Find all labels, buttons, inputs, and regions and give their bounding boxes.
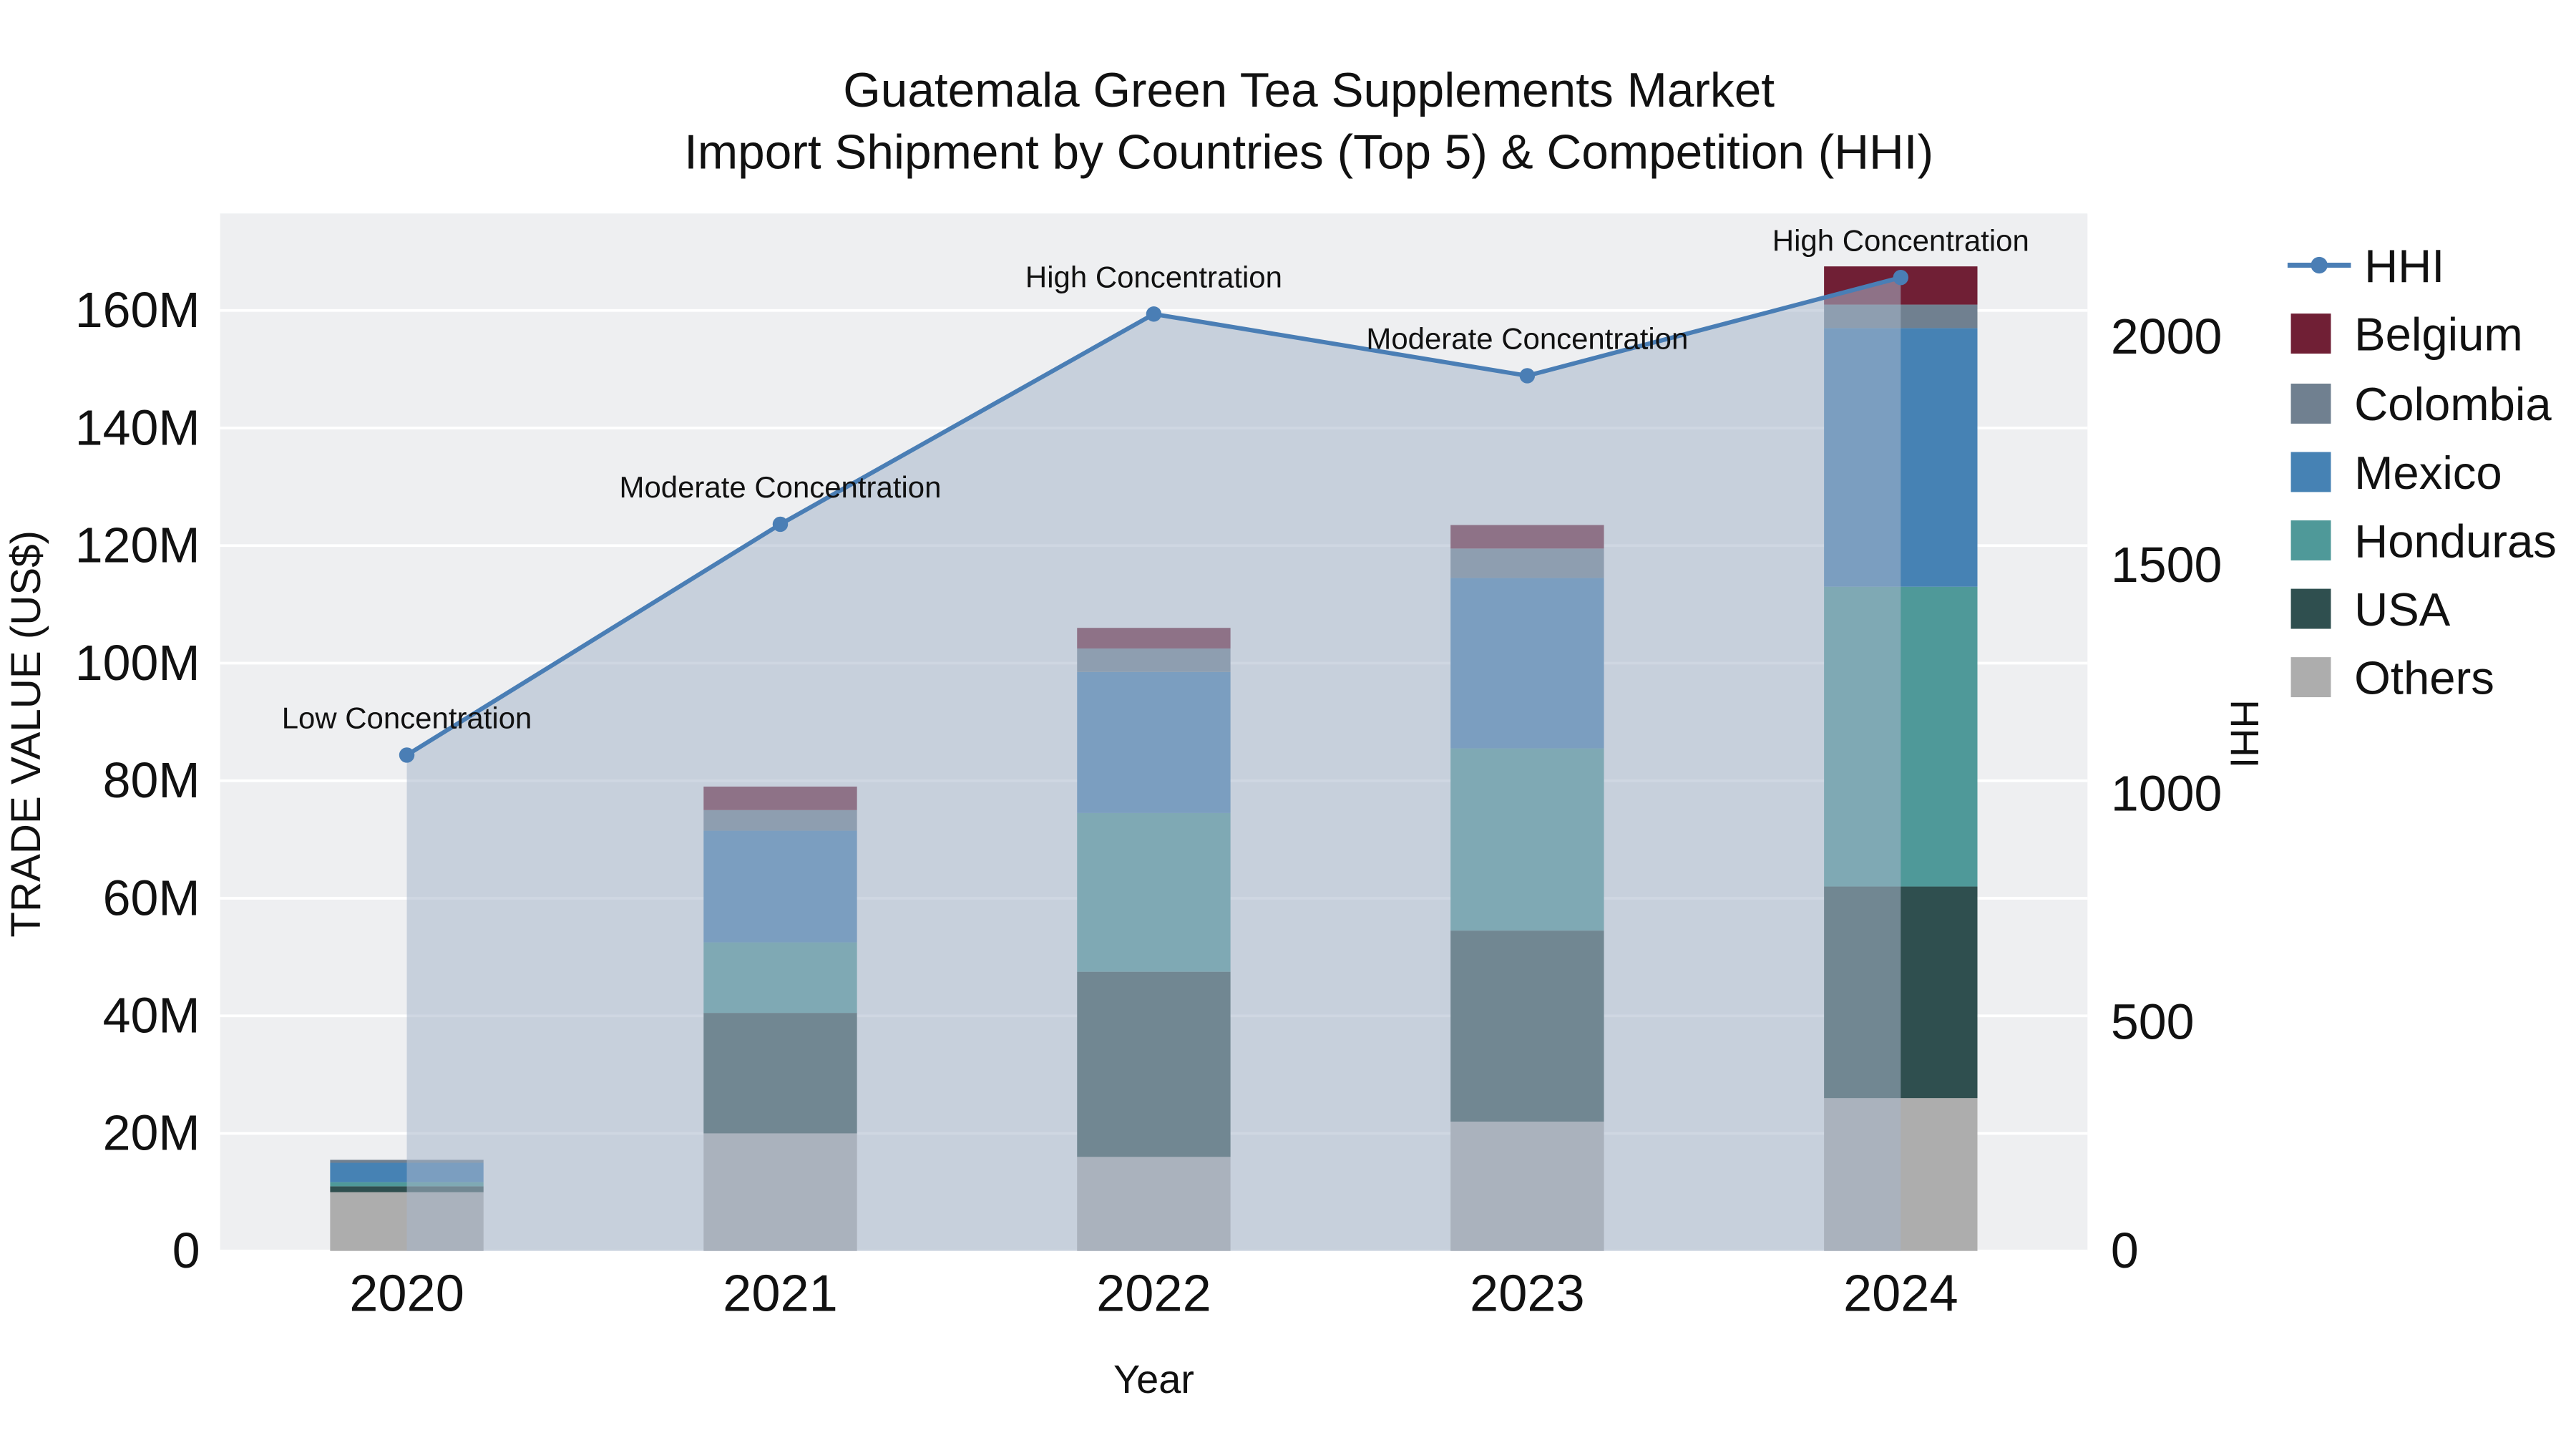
y-right-tick-label: 500 [2111, 994, 2195, 1050]
legend-item-mexico[interactable]: Mexico [2290, 447, 2502, 499]
legend-item-usa[interactable]: USA [2290, 583, 2451, 636]
chart-title-line1: Guatemala Green Tea Supplements Market [843, 64, 1775, 117]
y-left-tick-label: 40M [103, 988, 200, 1044]
hhi-legend-marker-icon [2311, 256, 2328, 274]
legend-item-others[interactable]: Others [2290, 651, 2494, 704]
y-left-tick-labels: 0 20M 40M 60M 80M 100M 120M 140M 160M [75, 282, 200, 1278]
y-right-tick-label: 0 [2111, 1223, 2139, 1278]
usa-swatch-icon [2290, 588, 2331, 629]
y-left-tick-label: 60M [103, 870, 200, 925]
legend-label: Others [2354, 651, 2494, 704]
y-right-tick-label: 1000 [2111, 765, 2222, 821]
x-tick-label: 2021 [723, 1265, 838, 1323]
x-axis-title: Year [1113, 1356, 1194, 1401]
hhi-marker-2021[interactable] [772, 516, 789, 533]
legend-label: Honduras [2354, 515, 2557, 567]
belgium-swatch-icon [2290, 314, 2331, 354]
hhi-marker-2022[interactable] [1146, 306, 1162, 322]
legend-label: Colombia [2354, 378, 2552, 430]
chart-title-line2: Import Shipment by Countries (Top 5) & C… [684, 125, 1933, 179]
y-left-tick-label: 160M [75, 282, 200, 338]
legend-label: Mexico [2354, 447, 2502, 499]
annotation-label: Moderate Concentration [1366, 322, 1688, 356]
legend-item-colombia[interactable]: Colombia [2290, 378, 2552, 430]
hhi-line-layer [399, 269, 1909, 1251]
mexico-swatch-icon [2290, 452, 2331, 492]
legend-label: Belgium [2354, 308, 2523, 360]
x-tick-label: 2022 [1096, 1265, 1211, 1323]
y-left-tick-label: 120M [75, 517, 200, 573]
legend-item-belgium[interactable]: Belgium [2290, 308, 2523, 360]
annotation-label: Moderate Concentration [620, 470, 942, 504]
y-left-axis-title: TRADE VALUE (US$) [3, 530, 49, 938]
y-left-tick-label: 100M [75, 635, 200, 691]
x-tick-labels: 2020 2021 2022 2023 2024 [349, 1265, 1958, 1323]
y-right-tick-label: 2000 [2111, 308, 2222, 364]
legend-item-honduras[interactable]: Honduras [2290, 515, 2557, 567]
hhi-marker-2024[interactable] [1893, 269, 1909, 286]
annotations-layer: Low Concentration Moderate Concentration H… [282, 223, 2029, 734]
legend: HHI Belgium Colombia Mexico Honduras USA… [2287, 240, 2557, 704]
x-tick-label: 2020 [349, 1265, 464, 1323]
colombia-swatch-icon [2290, 383, 2331, 424]
y-right-tick-labels: 0 500 1000 1500 2000 [2111, 308, 2222, 1278]
y-left-tick-label: 0 [172, 1223, 200, 1278]
annotation-label: High Concentration [1772, 223, 2029, 257]
y-right-axis-title: HHI [2223, 699, 2268, 768]
x-tick-label: 2023 [1470, 1265, 1585, 1323]
y-right-tick-label: 1500 [2111, 537, 2222, 593]
legend-label: USA [2354, 583, 2451, 636]
y-left-tick-label: 20M [103, 1105, 200, 1161]
y-left-tick-label: 140M [75, 399, 200, 455]
x-tick-label: 2024 [1843, 1265, 1958, 1323]
y-left-tick-label: 80M [103, 752, 200, 808]
others-swatch-icon [2290, 657, 2331, 698]
legend-item-hhi[interactable]: HHI [2287, 240, 2445, 292]
hhi-marker-2020[interactable] [399, 747, 415, 763]
annotation-label: High Concentration [1025, 260, 1282, 293]
honduras-swatch-icon [2290, 520, 2331, 560]
hhi-marker-2023[interactable] [1519, 368, 1536, 384]
hhi-area-fill [406, 277, 1901, 1251]
legend-label: HHI [2364, 240, 2444, 292]
annotation-label: Low Concentration [282, 701, 532, 735]
